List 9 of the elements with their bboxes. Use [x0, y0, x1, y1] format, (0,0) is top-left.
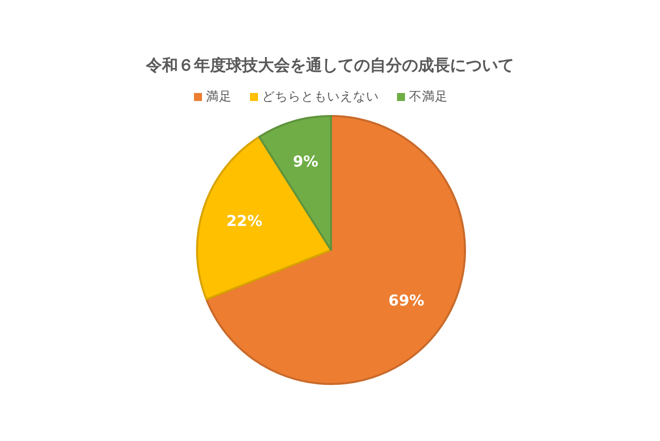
data-label: 69% [388, 291, 424, 310]
legend-label: どちらともいえない [262, 88, 379, 104]
legend-label: 満足 [206, 88, 232, 104]
data-label: 22% [226, 212, 262, 230]
chart-title: 令和６年度球技大会を通しての自分の成長について [145, 55, 514, 74]
pie-slice [205, 115, 466, 385]
data-label: 9% [292, 152, 318, 171]
pie-slice [196, 136, 332, 300]
legend-label: 不満足 [409, 88, 448, 104]
